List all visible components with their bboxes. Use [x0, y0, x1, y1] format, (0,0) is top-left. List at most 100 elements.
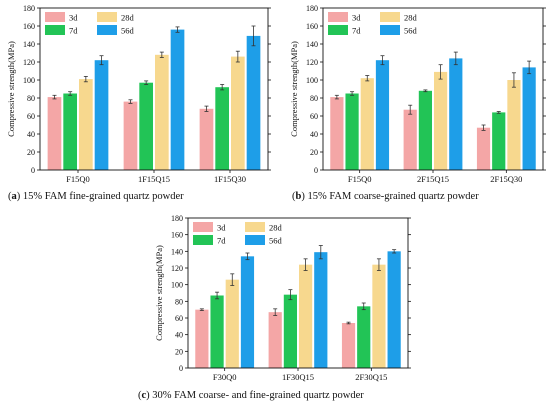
bar [199, 108, 214, 170]
bar [522, 67, 536, 170]
legend-swatch [380, 12, 400, 22]
bar [240, 256, 255, 368]
bar [330, 97, 344, 170]
chart-panel-a: 0 20 40 60 80 100 120 140 160 180 Compressive stre… [0, 0, 275, 190]
bar [268, 312, 282, 368]
x-tick-label: 2F15Q15 [417, 174, 449, 184]
y-tick-label: 160 [171, 231, 183, 240]
caption-c-text: 30% FAM coarse- and fine-grained quartz … [152, 390, 364, 401]
legend-swatch [97, 25, 117, 35]
chart-panel-c: 0 20 40 60 80 100 120 140 160 180 Compressive stre… [140, 210, 415, 388]
legend-swatch [45, 25, 65, 35]
y-tick-label: 100 [23, 76, 35, 85]
x-tick-label: F15Q0 [348, 174, 372, 184]
legend-swatch [245, 222, 265, 232]
legend-label: 28d [269, 223, 283, 233]
bar [155, 54, 169, 170]
bar [170, 29, 185, 170]
bar [403, 109, 417, 170]
y-tick-label: 140 [23, 40, 35, 49]
bar [283, 294, 297, 368]
bar-chart-a: 0 20 40 60 80 100 120 140 160 180 Compressive stre… [6, 4, 271, 184]
bar [449, 58, 463, 170]
bar [360, 78, 374, 170]
x-tick-label: 1F15Q15 [138, 174, 170, 184]
x-tick-label: 1F15Q30 [214, 174, 246, 184]
y-tick-label: 20 [310, 148, 318, 157]
legend-swatch [328, 25, 348, 35]
y-tick-label: 180 [171, 214, 183, 223]
caption-c: (c) 30% FAM coarse- and fine-grained qua… [138, 390, 364, 401]
bar [299, 264, 313, 368]
bar [210, 295, 224, 368]
bar [476, 127, 491, 170]
y-tick-label: 80 [175, 297, 183, 306]
legend-swatch [380, 25, 400, 35]
plot-frame [187, 217, 409, 369]
bar-chart-c: 0 20 40 60 80 100 120 140 160 180 Compressive stre… [154, 214, 411, 382]
y-tick-label: 60 [175, 314, 183, 323]
bar [314, 252, 328, 368]
caption-a: (a) 15% FAM fine-grained quartz powder [8, 191, 184, 202]
caption-a-text: 15% FAM fine-grained quartz powder [22, 191, 184, 202]
legend-label: 7d [69, 26, 78, 36]
x-tick-label: 2F15Q30 [490, 174, 522, 184]
bar [63, 93, 77, 170]
y-tick-label: 160 [306, 22, 318, 31]
bar [246, 35, 261, 171]
plot-frame [322, 7, 544, 171]
legend-swatch [328, 12, 348, 22]
y-tick-label: 80 [310, 94, 318, 103]
legend-swatch [193, 235, 213, 245]
caption-b-tag: b [295, 191, 302, 202]
plot-frame [39, 7, 269, 171]
y-tick-label: 60 [310, 112, 318, 121]
bar [195, 309, 209, 368]
y-axis-label: Compressive strength(MPa) [289, 41, 299, 137]
y-tick-label: 140 [171, 247, 183, 256]
y-tick-label: 120 [171, 264, 183, 273]
bar [418, 90, 432, 170]
bar [387, 251, 401, 368]
legend-swatch [97, 12, 117, 22]
y-tick-label: 120 [306, 58, 318, 67]
y-tick-label: 160 [23, 22, 35, 31]
bar [375, 60, 390, 171]
y-tick-label: 40 [175, 331, 183, 340]
legend-swatch [245, 235, 265, 245]
bar [507, 80, 521, 170]
legend-label: 56d [404, 26, 418, 36]
bar [372, 264, 386, 368]
legend-label: 3d [69, 13, 78, 23]
y-tick-label: 40 [310, 130, 318, 139]
legend-swatch [45, 12, 65, 22]
y-tick-label: 40 [27, 130, 35, 139]
legend-label: 28d [404, 13, 418, 23]
y-tick-label: 180 [306, 4, 318, 13]
bar [492, 112, 506, 170]
bar [47, 97, 62, 170]
legend-label: 3d [217, 223, 226, 233]
y-tick-label: 0 [179, 364, 183, 373]
bar [231, 56, 245, 170]
y-tick-label: 80 [27, 94, 35, 103]
legend-label: 56d [121, 26, 135, 36]
legend-swatch [193, 222, 213, 232]
y-tick-label: 120 [23, 58, 35, 67]
caption-b: (b) 15% FAM coarse-grained quartz powder [292, 191, 479, 202]
x-tick-label: 1F30Q15 [282, 372, 314, 382]
caption-c-tag: c [141, 390, 147, 401]
y-tick-label: 60 [27, 112, 35, 121]
caption-a-tag: a [11, 191, 17, 202]
y-tick-label: 100 [306, 76, 318, 85]
legend-label: 7d [217, 236, 226, 246]
bar [123, 101, 138, 170]
bar [94, 60, 109, 171]
bar [341, 323, 356, 368]
x-tick-label: 2F30Q15 [355, 372, 387, 382]
legend-label: 56d [269, 236, 283, 246]
y-tick-label: 180 [23, 4, 35, 13]
bar [79, 79, 93, 170]
bar [225, 279, 239, 368]
bar [357, 306, 371, 368]
